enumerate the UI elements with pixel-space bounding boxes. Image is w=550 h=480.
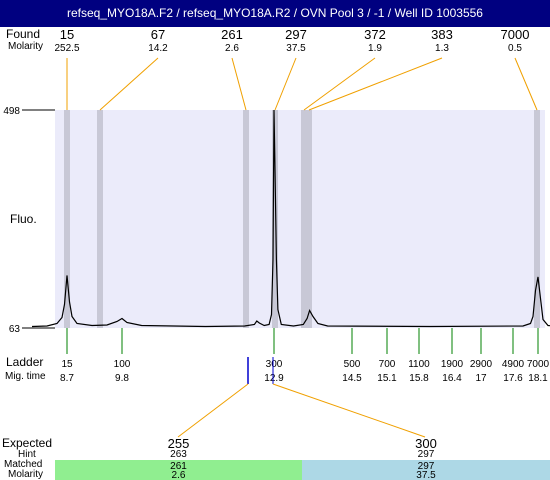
matched-molarity-value: 37.5: [416, 470, 436, 480]
matched-molarity-value: 2.6: [172, 470, 186, 480]
found-molarity-value: 2.6: [225, 43, 239, 54]
ladder-size-value: 7000: [527, 359, 550, 370]
found-connector: [231, 57, 247, 111]
found-molarity-value: 1.3: [435, 43, 449, 54]
molarity-bottom-label: Molarity: [8, 469, 44, 480]
expected-label: Expected: [2, 436, 53, 450]
found-connector: [274, 57, 297, 111]
found-connector: [303, 57, 376, 111]
ladder-label: Ladder: [6, 355, 44, 369]
peak-band: [306, 110, 312, 328]
peak-band: [97, 110, 103, 328]
ladder-mig-time-value: 8.7: [60, 373, 74, 384]
peak-band: [301, 110, 307, 328]
ladder-mig-time-value: 14.5: [342, 373, 362, 384]
ladder-size-value: 1100: [408, 359, 430, 370]
expected-size-value: 255: [168, 436, 190, 451]
ladder-size-value: 300: [266, 359, 283, 370]
ladder-mig-time-value: 16.4: [442, 373, 462, 384]
y-tick-label: 498: [3, 106, 20, 117]
found-connector: [514, 57, 538, 111]
expected-size-value: 300: [415, 436, 437, 451]
found-size-value: 15: [60, 27, 74, 42]
peak-band: [534, 110, 540, 328]
ladder-mig-time-value: 9.8: [115, 373, 129, 384]
found-molarity-value: 1.9: [368, 43, 382, 54]
found-size-value: 383: [431, 27, 453, 42]
found-size-value: 372: [364, 27, 386, 42]
found-molarity-value: 252.5: [54, 43, 79, 54]
matched-value: 261: [170, 461, 187, 472]
found-molarity-value: 14.2: [148, 43, 168, 54]
expected-connector: [177, 383, 249, 438]
peak-band: [64, 110, 70, 328]
peak-band: [243, 110, 249, 328]
molarity-label: Molarity: [8, 41, 44, 52]
peak-band: [272, 110, 278, 328]
ladder-size-value: 2900: [470, 359, 493, 370]
plot-area: [55, 110, 545, 328]
ladder-mig-time-value: 17.6: [503, 373, 523, 384]
title-bar: refseq_MYO18A.F2 / refseq_MYO18A.R2 / OV…: [0, 0, 550, 27]
matched-value: 297: [418, 461, 435, 472]
hint-value: 297: [418, 449, 435, 460]
ladder-size-value: 500: [344, 359, 361, 370]
found-label: Found: [6, 27, 41, 41]
found-size-value: 297: [285, 27, 307, 42]
ladder-size-value: 100: [114, 359, 131, 370]
mig-time-label: Mig. time: [5, 371, 46, 382]
ladder-mig-time-value: 18.1: [528, 373, 548, 384]
ladder-size-value: 1900: [441, 359, 464, 370]
ladder-size-value: 15: [61, 359, 73, 370]
y-tick-label: 63: [9, 324, 21, 335]
fluo-label: Fluo.: [10, 212, 37, 226]
ladder-mig-time-value: 17: [475, 373, 487, 384]
found-size-value: 7000: [501, 27, 530, 42]
found-size-value: 261: [221, 27, 243, 42]
ladder-mig-time-value: 15.8: [409, 373, 429, 384]
hint-label: Hint: [18, 449, 36, 460]
hint-value: 263: [170, 449, 187, 460]
ladder-mig-time-value: 15.1: [377, 373, 397, 384]
found-size-value: 67: [151, 27, 165, 42]
matched-label: Matched: [4, 459, 43, 470]
found-molarity-value: 37.5: [286, 43, 306, 54]
signal-trace: [31, 109, 550, 328]
found-connector: [308, 57, 443, 111]
matched-bar: [55, 460, 302, 480]
ladder-mig-time-value: 12.9: [264, 373, 284, 384]
matched-bar: [302, 460, 550, 480]
found-molarity-value: 0.5: [508, 43, 522, 54]
ladder-size-value: 700: [379, 359, 396, 370]
ladder-size-value: 4900: [502, 359, 525, 370]
expected-connector: [272, 383, 426, 438]
chart-title: refseq_MYO18A.F2 / refseq_MYO18A.R2 / OV…: [67, 6, 483, 20]
found-connector: [99, 57, 159, 111]
